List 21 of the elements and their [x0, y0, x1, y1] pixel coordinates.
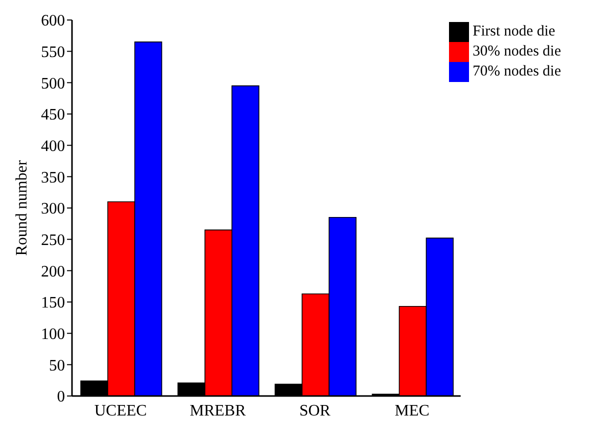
x-tick-label: MREBR: [190, 402, 246, 420]
y-tick-label: 350: [41, 169, 65, 186]
y-tick-label: 450: [41, 106, 65, 124]
x-tick-label: SOR: [299, 402, 331, 420]
legend-label: First node die: [472, 23, 556, 40]
legend-label: 30% nodes die: [472, 43, 561, 60]
y-tick-label: 500: [41, 75, 65, 92]
y-tick-label: 600: [41, 12, 65, 30]
y-tick-label: 300: [41, 200, 65, 218]
y-axis-title: Round number: [14, 160, 31, 256]
x-tick-label: MEC: [394, 402, 430, 420]
y-tick-label: 200: [41, 263, 65, 280]
y-tick-label: 50: [49, 357, 65, 374]
y-tick-label: 550: [41, 44, 65, 62]
y-tick-label: 400: [41, 138, 65, 156]
y-tick-label: 150: [41, 294, 65, 312]
legend-label: 70% nodes die: [472, 63, 561, 80]
y-tick-label: 100: [41, 326, 65, 344]
y-tick-label: 0: [57, 388, 65, 406]
x-tick-label: UCEEC: [94, 402, 147, 420]
y-tick-label: 250: [41, 232, 65, 250]
